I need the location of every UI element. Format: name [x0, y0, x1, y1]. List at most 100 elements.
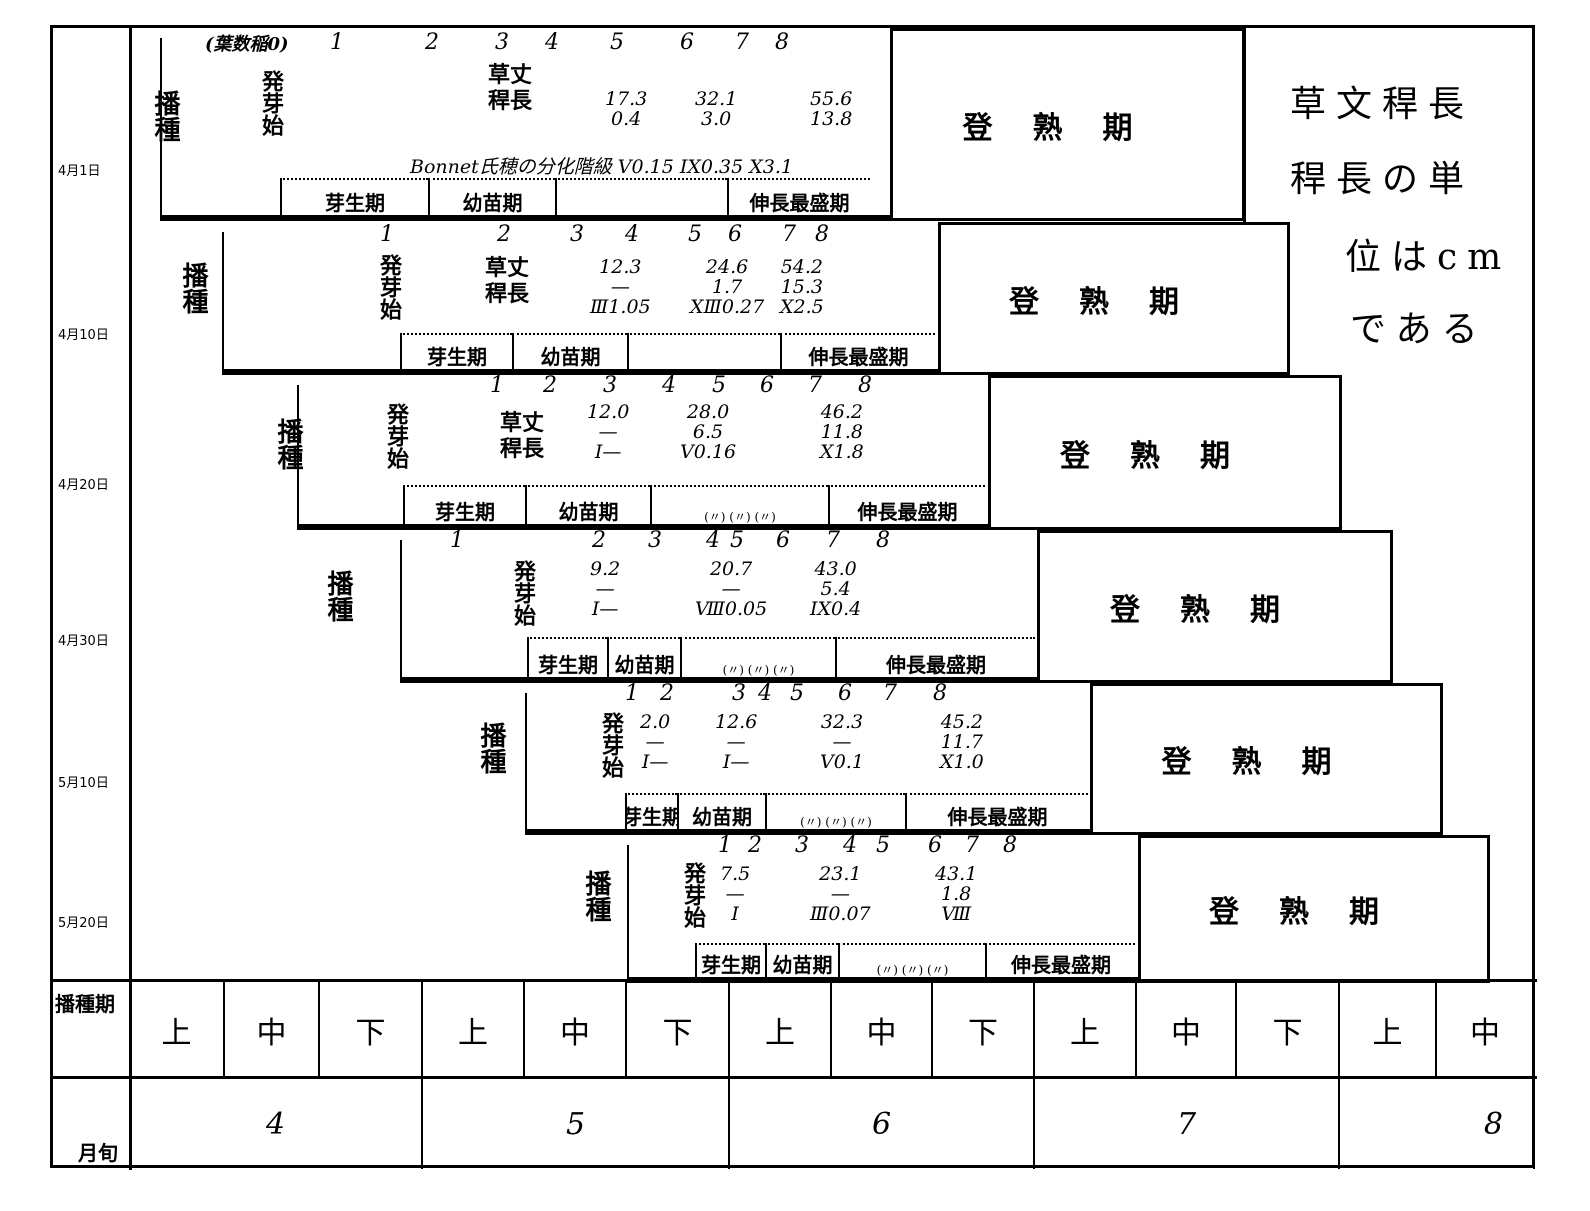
leaf-number: 8: [775, 30, 789, 55]
leaf-number: 6: [680, 30, 694, 55]
plant-height-culm-length-label: 草丈 稈長: [500, 410, 545, 463]
date-label: 4月20日: [58, 478, 109, 493]
measurement-values: 43.1 1.8 Ⅷ: [935, 864, 977, 925]
leaf-number: 5: [688, 222, 702, 247]
measurement-values: 7.5— Ⅰ: [720, 864, 750, 925]
leaf-number: 1: [718, 833, 732, 858]
measurement-value: Ⅲ0.07: [810, 902, 871, 925]
leaf-number: 2: [748, 833, 762, 858]
growth-stage-segment: 伸長最盛期: [780, 333, 935, 372]
measurement-values: 23.1— Ⅲ0.07: [810, 864, 871, 925]
growth-stage-segment: 芽生期: [527, 637, 607, 680]
leaf-number: 3: [648, 528, 662, 553]
xun-cell: 上: [1340, 982, 1437, 1077]
xun-cell: 中: [1437, 982, 1535, 1077]
leaf-number: 6: [776, 528, 790, 553]
xun-cell: 上: [423, 982, 525, 1077]
measurement-value: 45.2: [940, 711, 984, 733]
measurement-value: —: [610, 275, 630, 298]
growth-stage-segment: 幼苗期: [765, 943, 838, 980]
measurement-value: 12.0: [587, 401, 630, 423]
measurement-value: IX0.4: [810, 597, 862, 620]
month-cell: 7: [1035, 1079, 1340, 1169]
measurement-value: 12.3: [599, 256, 642, 278]
growth-stage-segment: 幼苗期: [428, 178, 555, 218]
measurement-value: Ⅴ0.1: [820, 750, 864, 773]
germination-start-label: 発芽始: [510, 560, 536, 626]
germination-start-label: 発芽始: [680, 862, 706, 928]
month-xun-label: 月旬: [78, 1141, 118, 1165]
ripening-period-box: 登熟期: [988, 375, 1342, 530]
leaf-number: 4: [662, 373, 676, 398]
measurement-values: 17.3 0.4: [605, 89, 647, 130]
growth-stage-segment: 幼苗期: [607, 637, 680, 680]
xun-cell: 下: [933, 982, 1035, 1077]
measurement-values: 28.0 6.5 Ⅴ0.16: [680, 402, 736, 463]
leaf-number: 2: [660, 681, 674, 706]
leaf-number: 4: [545, 30, 559, 55]
measurement-value: Ⅰ: [731, 902, 739, 925]
leaf-number: 3: [495, 30, 509, 55]
leaf-number: 3: [570, 222, 584, 247]
leaf-number: 2: [425, 30, 439, 55]
leaf-number: 7: [826, 528, 840, 553]
date-label: 4月30日: [58, 634, 109, 649]
unit-note-line-3: 位はcm: [1345, 237, 1512, 278]
measurement-values: 12.0— Ⅰ—: [587, 401, 630, 463]
measurement-values: 2.0— Ⅰ—: [640, 712, 670, 773]
outer-frame: [50, 25, 1535, 1168]
leaf-number: 1: [625, 681, 639, 706]
leaf-number: 4: [706, 528, 720, 553]
measurement-value: X1.0: [940, 750, 984, 773]
measurement-value: XⅢ0.27: [690, 295, 765, 318]
sowing-label: 播種: [273, 418, 303, 470]
measurement-value: 13.8: [810, 107, 853, 130]
measurement-value: Ⅷ0.05: [695, 597, 768, 620]
measurement-value: —: [832, 730, 852, 753]
month-cell: 6: [730, 1079, 1035, 1169]
unit-note-line-1: 草文稈長: [1290, 84, 1475, 125]
measurement-value: 20.7: [709, 558, 753, 580]
leaf-number: 4: [625, 222, 639, 247]
measurement-value: Ⅰ—: [591, 597, 619, 620]
growth-stage-segment: [555, 178, 727, 218]
measurement-values: 24.6 1.7 XⅢ0.27: [690, 257, 765, 318]
date-label: 5月20日: [58, 916, 109, 931]
measurement-value: 11.8: [820, 420, 864, 443]
leaf-number: 6: [760, 373, 774, 398]
measurement-values: 43.0 5.4 IX0.4: [810, 559, 862, 620]
growth-stage-segment: 芽生期: [695, 943, 765, 980]
measurement-value: Ⅷ: [941, 902, 972, 925]
measurement-value: Ⅰ—: [722, 750, 750, 773]
xun-cell: 下: [1237, 982, 1340, 1077]
leaf-number: 2: [592, 528, 606, 553]
sowing-label: 播種: [581, 870, 611, 922]
measurement-values: 46.2 11.8 X1.8: [820, 402, 864, 463]
leaf-number: 5: [712, 373, 726, 398]
sowing-bracket: [297, 385, 988, 527]
leaf-count-header: (葉数稲0): [205, 34, 289, 55]
leaf-number: 3: [732, 681, 746, 706]
measurement-value: 32.1: [695, 88, 738, 110]
growth-stage-segment: 伸長最盛期: [835, 637, 1035, 680]
sowing-label: 播種: [178, 262, 208, 314]
leaf-number: 2: [497, 222, 511, 247]
measurement-value: X1.8: [820, 440, 864, 463]
measurement-value: —: [645, 730, 665, 753]
month-cell: 8: [1340, 1079, 1535, 1169]
growth-stage-segment: 芽生期: [403, 485, 525, 527]
germination-start-label: 発芽始: [376, 254, 402, 320]
leaf-number: 3: [603, 373, 617, 398]
xun-cell: 上: [130, 982, 225, 1077]
leaf-number: 7: [735, 30, 749, 55]
date-label: 4月10日: [58, 328, 109, 343]
leaf-number: 1: [330, 30, 344, 55]
leaf-number: 6: [728, 222, 742, 247]
germination-start-label: 発芽始: [598, 712, 624, 778]
ripening-period-box: 登熟期: [1037, 530, 1393, 683]
measurement-value: 0.4: [611, 107, 642, 130]
leaf-number: 7: [808, 373, 822, 398]
xun-cell: 下: [320, 982, 423, 1077]
plant-height-culm-length-label: 草丈 稈長: [488, 62, 533, 115]
